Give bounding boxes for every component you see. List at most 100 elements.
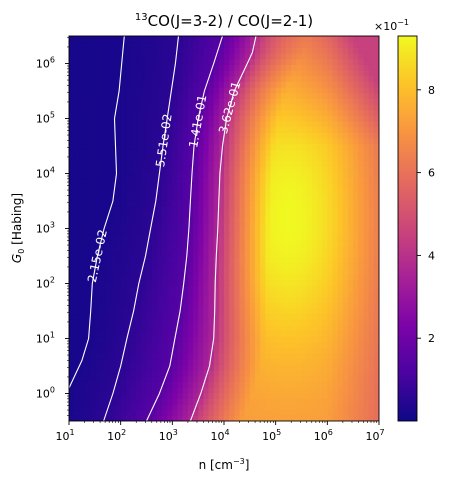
x-axis-label: n [cm−3] bbox=[199, 457, 250, 472]
heatmap-cell bbox=[363, 47, 370, 54]
heatmap-cell bbox=[353, 200, 359, 207]
heatmap-cell bbox=[286, 98, 292, 105]
heatmap-cell bbox=[218, 358, 225, 365]
heatmap-cell bbox=[79, 251, 86, 258]
heatmap-cell bbox=[244, 115, 251, 122]
heatmap-cell bbox=[342, 381, 349, 388]
heatmap-cell bbox=[105, 103, 111, 111]
heatmap-cell bbox=[291, 149, 297, 156]
heatmap-cell bbox=[348, 217, 354, 224]
heatmap-cell bbox=[317, 69, 323, 77]
heatmap-cell bbox=[249, 143, 256, 150]
heatmap-cell bbox=[141, 200, 148, 207]
heatmap-cell bbox=[89, 222, 96, 230]
heatmap-cell bbox=[311, 336, 318, 343]
heatmap-cell bbox=[110, 115, 117, 122]
heatmap-cell bbox=[327, 268, 334, 275]
heatmap-cell bbox=[265, 285, 272, 292]
heatmap-cell bbox=[363, 392, 370, 399]
heatmap-cell bbox=[94, 41, 101, 48]
heatmap-cell bbox=[125, 205, 132, 213]
heatmap-cell bbox=[151, 36, 158, 43]
heatmap-cell bbox=[286, 120, 292, 128]
heatmap-cell bbox=[89, 126, 96, 133]
heatmap-cell bbox=[358, 239, 365, 247]
heatmap-cell bbox=[172, 245, 179, 252]
heatmap-cell bbox=[84, 341, 91, 348]
colorbar-frame bbox=[397, 35, 418, 422]
heatmap-cell bbox=[125, 251, 132, 258]
heatmap-cell bbox=[151, 41, 158, 48]
heatmap-cell bbox=[280, 166, 287, 173]
heatmap-cell bbox=[311, 36, 318, 43]
heatmap-cell bbox=[131, 188, 137, 196]
heatmap-cell bbox=[105, 381, 111, 388]
heatmap-cell bbox=[317, 245, 323, 252]
heatmap-cell bbox=[172, 381, 179, 388]
heatmap-cell bbox=[141, 75, 148, 82]
heatmap-cell bbox=[296, 120, 303, 128]
heatmap-cell bbox=[301, 234, 308, 241]
heatmap-cell bbox=[260, 183, 266, 190]
heatmap-cell bbox=[94, 279, 101, 286]
heatmap-cell bbox=[203, 75, 210, 82]
heatmap-cell bbox=[342, 92, 349, 99]
heatmap-cell bbox=[69, 319, 75, 326]
heatmap-cell bbox=[146, 409, 153, 416]
heatmap-cell bbox=[296, 222, 303, 230]
heatmap-cell bbox=[327, 36, 334, 43]
heatmap-cell bbox=[280, 370, 287, 377]
heatmap-cell bbox=[213, 98, 220, 105]
heatmap-cell bbox=[296, 126, 303, 133]
heatmap-cell bbox=[115, 302, 122, 309]
heatmap-cell bbox=[208, 234, 215, 241]
heatmap-cell bbox=[229, 251, 235, 258]
heatmap-cell bbox=[229, 290, 235, 298]
heatmap-cell bbox=[244, 256, 251, 264]
heatmap-cell bbox=[218, 217, 225, 224]
heatmap-cell bbox=[332, 387, 339, 394]
heatmap-cell bbox=[84, 279, 91, 286]
heatmap-cell bbox=[239, 347, 246, 354]
heatmap-cell bbox=[156, 285, 163, 292]
heatmap-cell bbox=[224, 341, 230, 348]
heatmap-cell bbox=[368, 92, 375, 99]
heatmap-cell bbox=[69, 200, 75, 207]
heatmap-cell bbox=[363, 92, 370, 99]
contour-line bbox=[146, 36, 224, 421]
heatmap-cell bbox=[322, 36, 328, 43]
heatmap-cell bbox=[131, 92, 137, 99]
heatmap-cell bbox=[89, 273, 96, 281]
heatmap-cell bbox=[177, 41, 184, 48]
heatmap-cell bbox=[115, 307, 122, 315]
heatmap-cell bbox=[337, 188, 344, 196]
heatmap-cell bbox=[94, 296, 101, 303]
heatmap-cell bbox=[373, 256, 379, 264]
heatmap-cell bbox=[260, 324, 266, 332]
heatmap-cell bbox=[203, 194, 210, 201]
heatmap-cell bbox=[177, 313, 184, 320]
heatmap-cell bbox=[249, 256, 256, 264]
heatmap-cell bbox=[280, 273, 287, 281]
heatmap-cell bbox=[249, 324, 256, 332]
heatmap-cell bbox=[213, 364, 220, 371]
heatmap-cell bbox=[105, 36, 111, 43]
heatmap-cell bbox=[203, 143, 210, 150]
heatmap-cell bbox=[79, 239, 86, 247]
heatmap-cell bbox=[291, 273, 297, 281]
heatmap-cell bbox=[270, 353, 277, 360]
heatmap-cell bbox=[368, 52, 375, 60]
heatmap-cell bbox=[239, 319, 246, 326]
y-tick-label: 105 bbox=[36, 111, 55, 126]
heatmap-cell bbox=[363, 381, 370, 388]
heatmap-cell bbox=[115, 341, 122, 348]
heatmap-cell bbox=[342, 103, 349, 111]
heatmap-cell bbox=[224, 177, 230, 184]
heatmap-cell bbox=[105, 319, 111, 326]
heatmap-cell bbox=[162, 143, 168, 150]
heatmap-cell bbox=[244, 358, 251, 365]
heatmap-cell bbox=[270, 404, 277, 411]
heatmap-cell bbox=[213, 188, 220, 196]
heatmap-cell bbox=[311, 273, 318, 281]
heatmap-cell bbox=[167, 262, 173, 269]
